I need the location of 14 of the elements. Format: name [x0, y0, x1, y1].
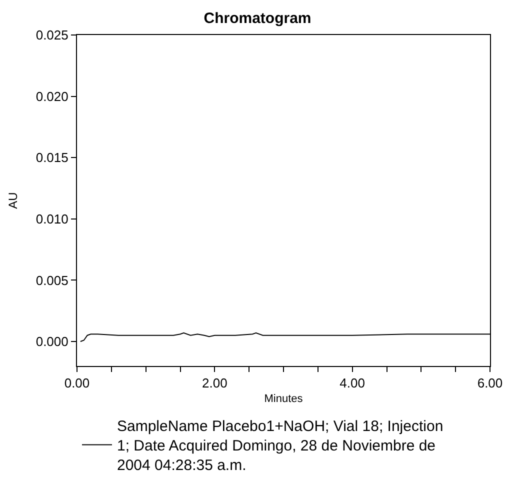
legend-label: SampleName Placebo1+NaOH; Vial 18; Injection 1; Date Acquired Domingo, 28 de Noviembre de 2004 04:28:35 a.m. [117, 418, 444, 474]
y-tick-label: 0.005 [36, 272, 68, 288]
x-axis-title: Minutes [264, 392, 304, 405]
y-tick-label: 0.025 [36, 28, 68, 43]
y-tick-label: 0.000 [36, 334, 68, 350]
x-tick-label: 0.00 [64, 376, 90, 391]
x-tick-label: 2.00 [202, 376, 228, 391]
y-axis-title: AU [6, 192, 20, 209]
y-tick-label: 0.020 [36, 88, 68, 104]
y-tick-label: 0.010 [36, 211, 68, 226]
x-tick-label: 6.00 [477, 376, 503, 391]
x-tick-label: 4.00 [340, 376, 365, 391]
y-tick-label: 0.015 [36, 150, 68, 166]
chart-title: Chromatogram [204, 10, 312, 27]
